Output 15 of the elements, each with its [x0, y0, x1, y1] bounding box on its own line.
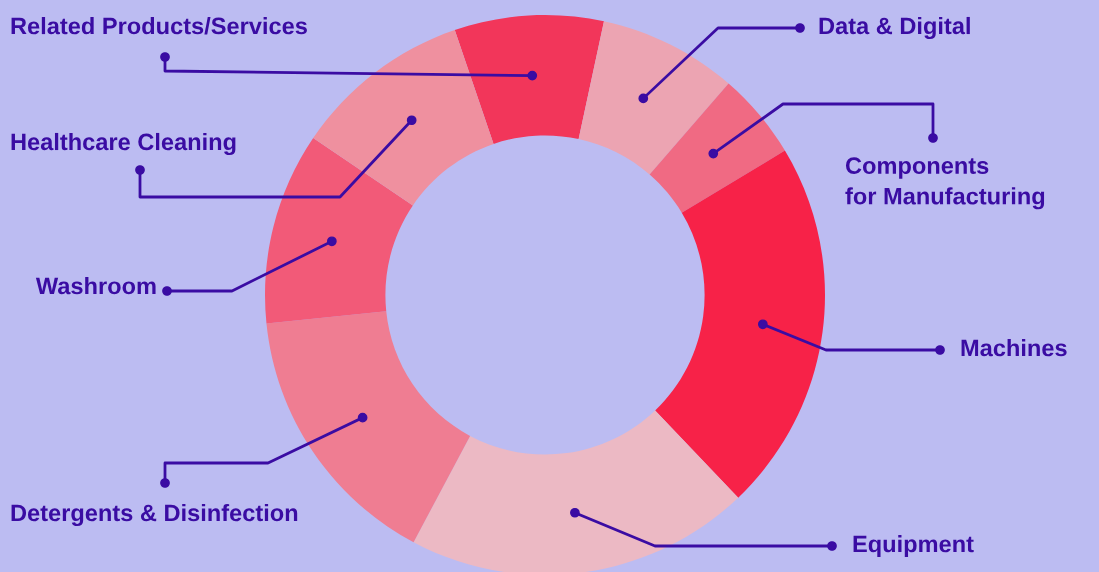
donut-slice [265, 137, 413, 324]
slice-label: Detergents & Disinfection [11, 503, 298, 527]
donut-slice [649, 83, 785, 213]
slice-label: Components for Manufacturing [845, 157, 1045, 210]
donut-slice [454, 15, 604, 144]
slice-label: Washroom [35, 276, 156, 295]
slice-label: Data & Digital [819, 16, 970, 40]
slice-label: Related Products/Services [11, 17, 307, 35]
donut-slice [655, 150, 825, 498]
donut-slice [413, 410, 739, 572]
slice-label: Healthcare Cleaning [11, 132, 236, 156]
donut-slice [578, 21, 729, 175]
slice-label: Machines [961, 338, 1067, 357]
donut-slice [313, 29, 494, 206]
slice-label: Equipment [853, 534, 974, 557]
